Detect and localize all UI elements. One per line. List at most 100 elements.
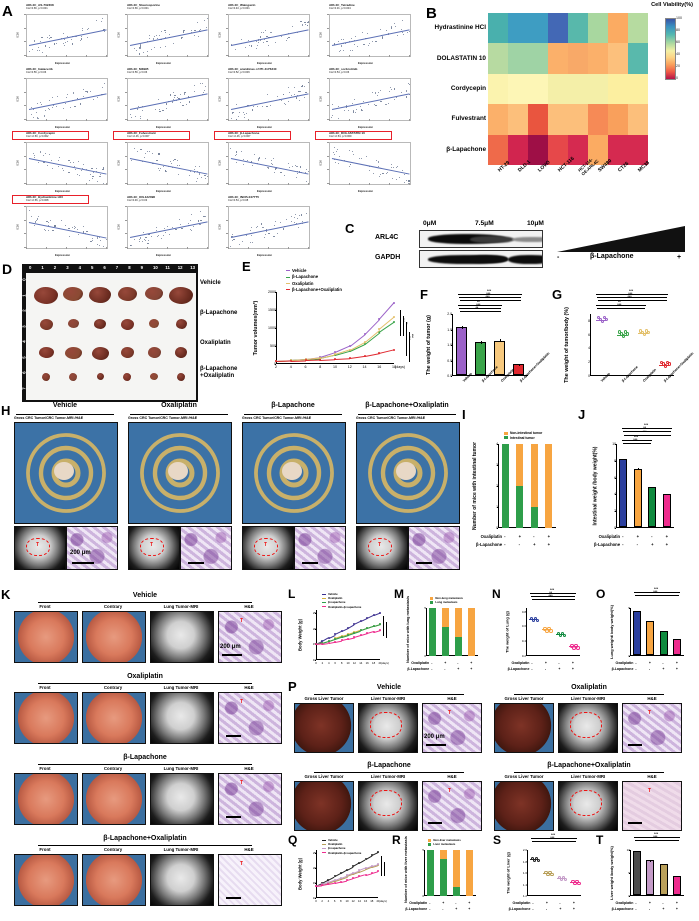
group-title: β-Lapachone [367, 762, 411, 769]
condition-sign: + [457, 666, 460, 671]
scatter-point [275, 167, 277, 169]
y-tick-label: 20 [304, 866, 316, 870]
condition-sign: - [531, 666, 533, 671]
stacked-bar-segment [442, 627, 449, 656]
scatter-point [270, 37, 272, 39]
tick [288, 55, 289, 57]
panel-m: M 0 5 Number of mice with lung metastasis N… [394, 588, 494, 680]
scatter-point [245, 235, 247, 237]
scatter-point [303, 85, 306, 87]
scatter-point [181, 37, 183, 39]
scatter-point [339, 51, 341, 53]
scatter-point [284, 103, 286, 105]
tick [26, 55, 27, 57]
scatter-point [202, 83, 204, 85]
y-axis-title: Lung weight/ body weight(%) [608, 605, 614, 659]
significance-bracket [406, 322, 407, 356]
x-axis [498, 527, 556, 528]
condition-sign: - [622, 533, 624, 539]
error-bar [650, 860, 651, 862]
tumor-specimen [64, 347, 82, 359]
scatter-plot-box [228, 14, 310, 57]
column-label: Contrary [103, 604, 123, 609]
x-tick-label: 18 [370, 899, 374, 903]
lung-photo-contrary [82, 773, 146, 825]
scatter-point [178, 173, 180, 175]
subcaption: Gross CRC Tumor/CRC Tumor-MRI /H&E [242, 416, 312, 420]
scale-bar [188, 562, 204, 564]
scatter-point [298, 90, 300, 92]
tick [327, 155, 329, 157]
scatter-point [245, 112, 247, 114]
scatter-point [393, 99, 395, 101]
scatter-point [366, 155, 368, 157]
scatter-point [166, 103, 168, 105]
scatter-point [171, 101, 173, 103]
tick [329, 183, 330, 185]
scatter-point [190, 228, 192, 230]
scatter-point [131, 245, 133, 247]
significance-bracket [400, 310, 401, 336]
scatter-point [180, 223, 182, 225]
y-tick-label: 5 [424, 606, 426, 610]
scatter-point [380, 35, 383, 37]
significance-line [459, 300, 521, 301]
y-tick-label: 1.6 [522, 871, 527, 875]
x-tick-label: 2 [275, 365, 277, 369]
plot-area: 1.2 1.4 1.6 1.8 2.0 [523, 848, 581, 898]
y-axis [527, 850, 528, 896]
scatter-point [175, 228, 177, 230]
data-point [560, 631, 565, 636]
legend-swatch [504, 436, 508, 440]
tick [327, 169, 329, 170]
significance-star: *** [551, 833, 556, 837]
scatter-point [406, 32, 408, 34]
scatter-point [188, 222, 190, 224]
legend-label: Oxaliplatin+β-Lapachone [328, 604, 362, 609]
scatter-point [37, 117, 39, 119]
legend-label: Intestinal tumor [510, 435, 535, 440]
significance-star: *** [401, 318, 405, 322]
mri-roi-outline [370, 712, 402, 738]
scatter-point [32, 109, 35, 111]
scatter-point [161, 31, 163, 33]
y-tick [496, 507, 498, 508]
x-axis [424, 895, 476, 896]
scatter-point [266, 105, 268, 107]
y-tick [628, 873, 630, 874]
tick [226, 233, 228, 234]
scatter-point [34, 154, 36, 156]
tick [288, 247, 289, 249]
scatter-plot-title: ARL4C_Hydrastinine HCl Cor=-0.56, p<0.008 [26, 195, 63, 203]
scatter-point [183, 92, 185, 94]
legend-label: β-Lapachone [292, 274, 319, 280]
trend-line [129, 29, 208, 46]
scatter-point [185, 103, 187, 105]
stacked-bar-segment [530, 444, 538, 507]
scatter-point [142, 240, 144, 243]
scatter-point [199, 172, 201, 174]
scatter-point [51, 97, 53, 99]
x-tick-label: 10 [345, 899, 349, 903]
panel-d: D 0 1 2 3 4 5 6 7 8 9 10 11 12 13 0 1 2 3 4 5 6 7 8 Vehicle β-L… [0, 258, 240, 406]
condition-label: β-Lapachone [407, 667, 430, 671]
significance-line [531, 838, 577, 839]
scatter-point [162, 109, 164, 111]
heatmap-cell [528, 104, 548, 135]
scatter-point [91, 239, 93, 241]
ruler-number: 8 [128, 265, 131, 270]
scatter-point [374, 103, 376, 105]
scatter-point [152, 37, 154, 40]
tick [329, 55, 330, 57]
y-tick [628, 850, 630, 851]
scatter-point [168, 234, 170, 236]
column-label: Front [39, 604, 51, 609]
scatter-point [258, 157, 260, 159]
scatter-point [88, 179, 90, 181]
legend-label: Oxaliplatin [292, 280, 314, 286]
tick [125, 247, 127, 248]
x-tick-label: 2 [321, 899, 323, 903]
gross-crc-tumor-photo [242, 422, 346, 524]
scatter-x-axis-label: Expression [357, 124, 374, 129]
